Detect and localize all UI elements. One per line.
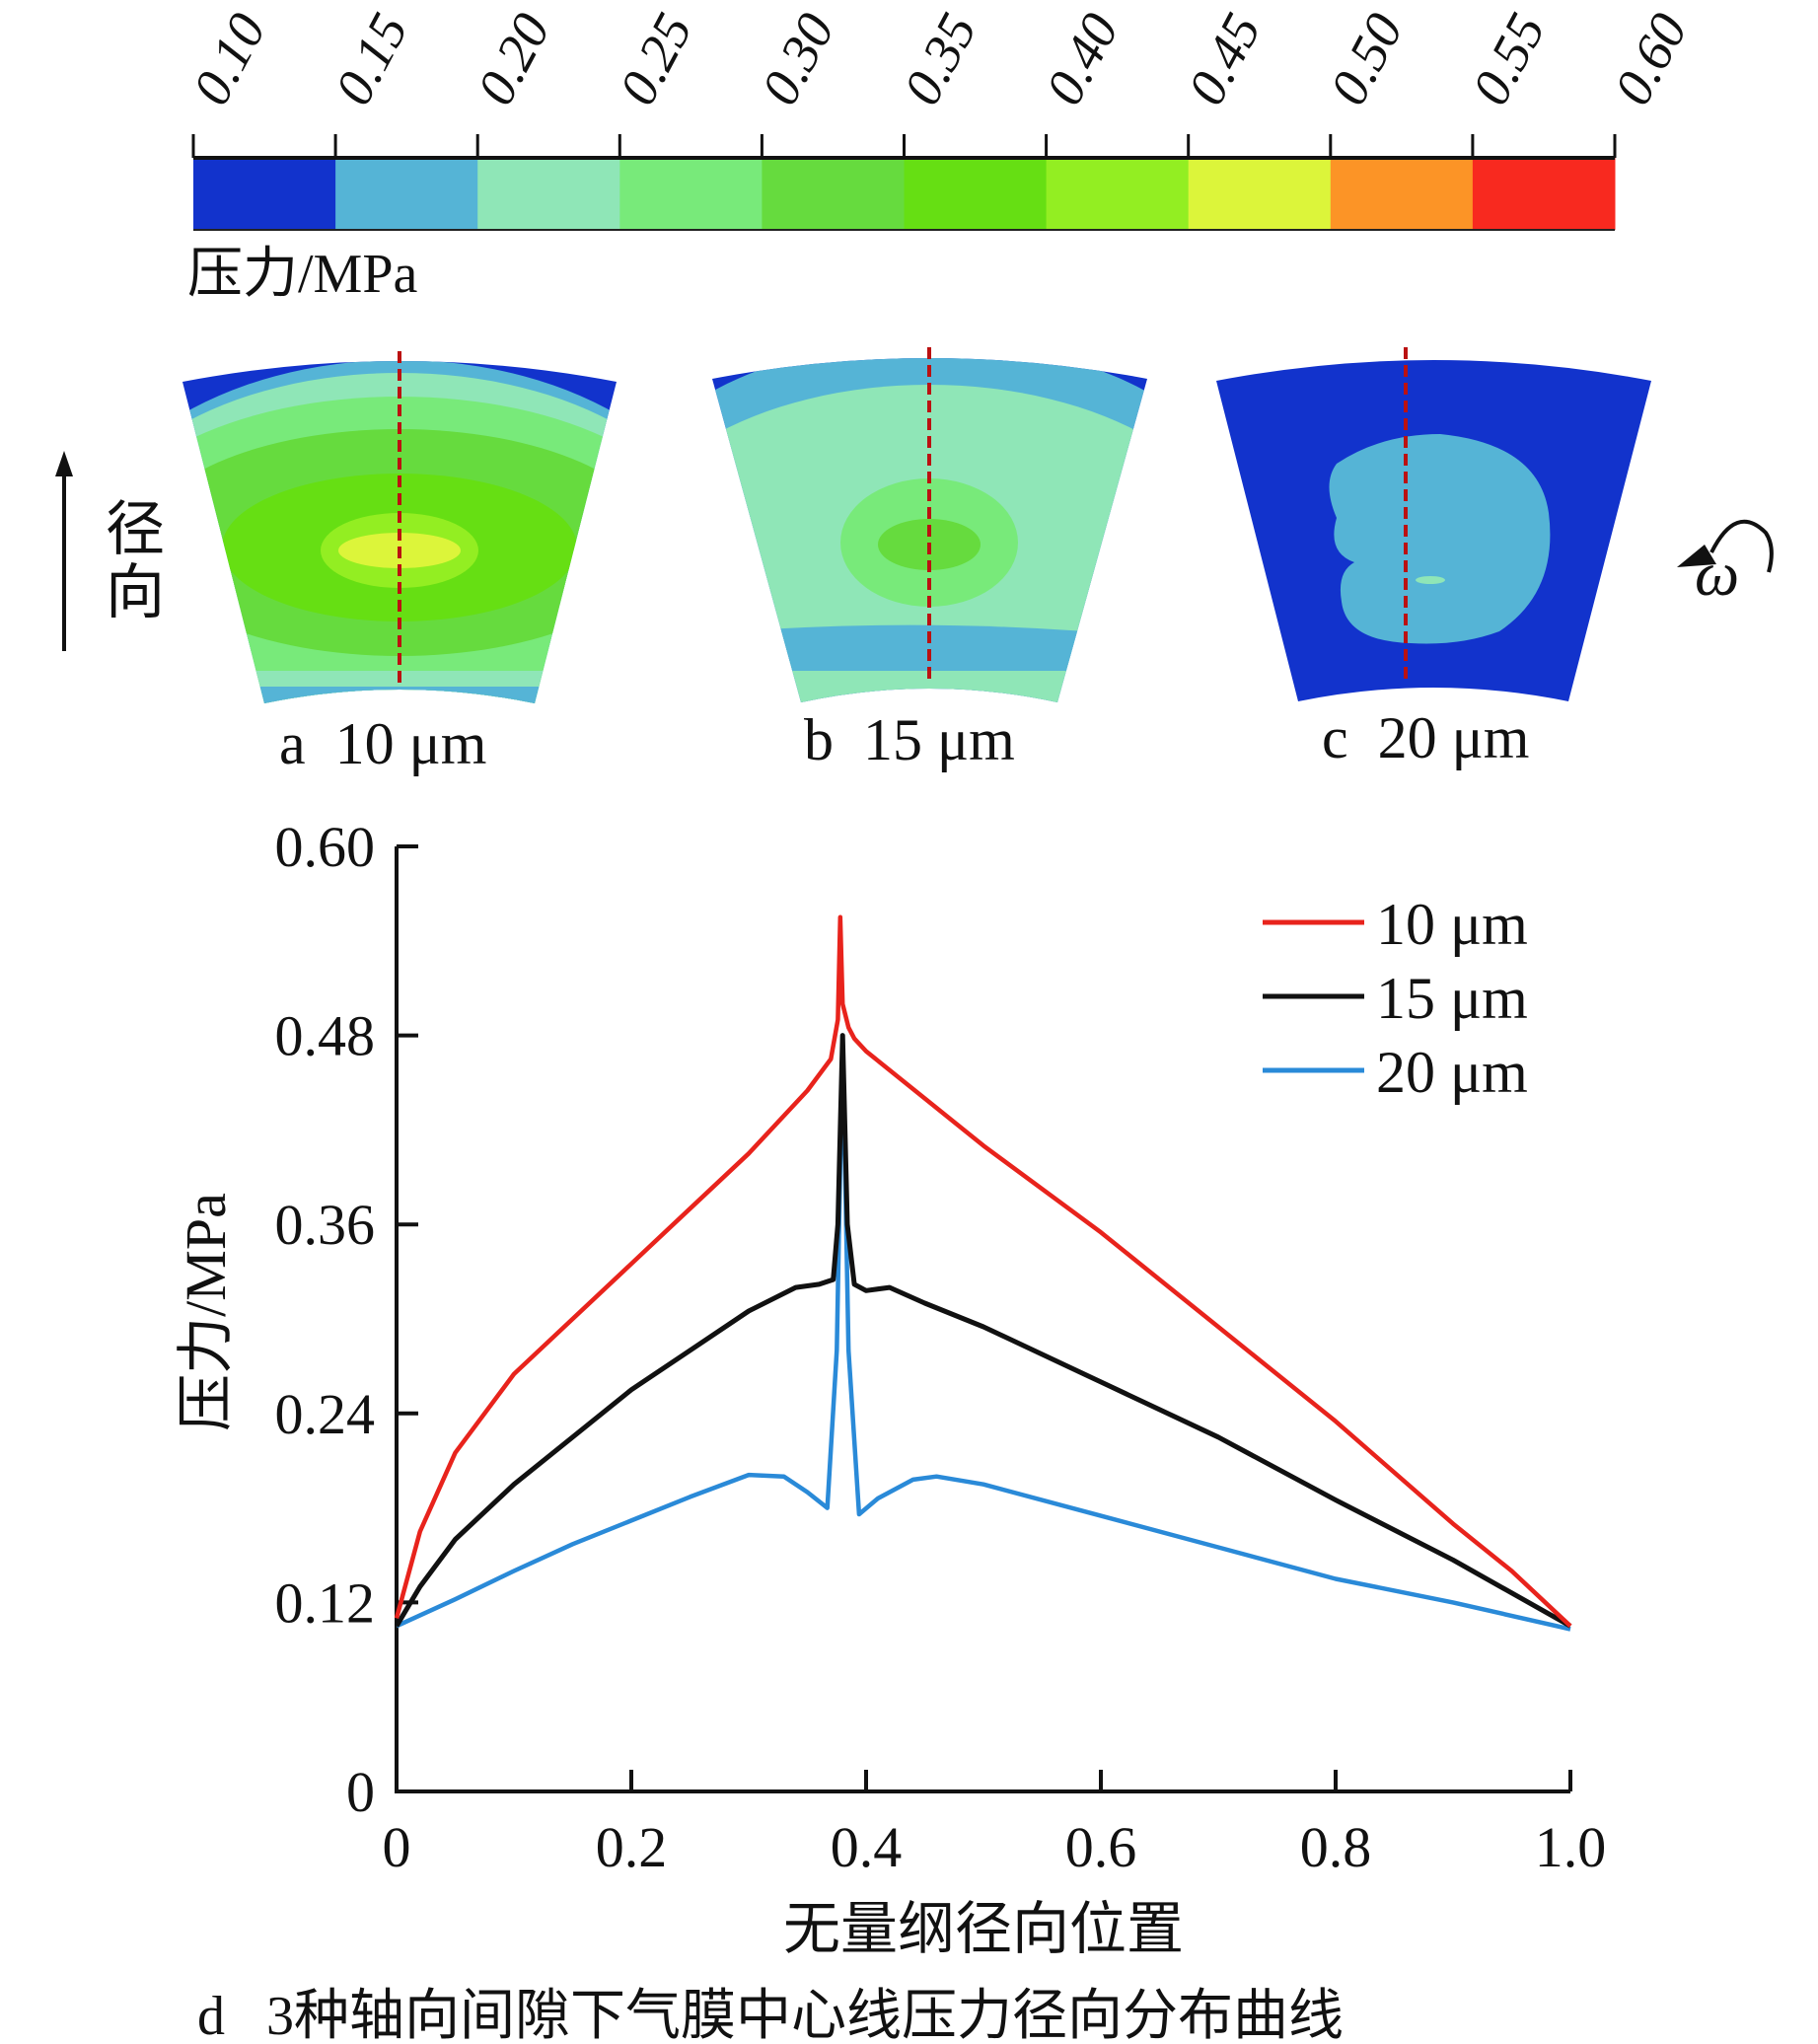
colorbar-swatch [1046,158,1190,230]
y-tick-label: 0.48 [275,1004,376,1068]
y-tick-label: 0.36 [275,1193,376,1257]
contour-panel-c [1216,360,1651,701]
colorbar-swatch [1330,158,1474,230]
panel-caption-b: b 15 μm [804,707,1015,772]
rotation-label: ω [1695,539,1740,609]
colorbar-swatch [477,158,620,230]
x-tick-label: 1.0 [1535,1815,1607,1879]
panel-caption-a: a 10 μm [279,711,487,776]
radial-direction-label: 径向 [106,497,165,625]
x-tick-label: 0.6 [1065,1815,1137,1879]
series-line-15m [394,1033,1572,1629]
x-tick-label: 0.4 [831,1815,903,1879]
y-axis-label: 压力/MPa [174,1193,238,1431]
legend-label: 20 μm [1376,1040,1528,1105]
radial-direction-arrow-icon [55,451,73,651]
colorbar-swatch [1188,158,1332,230]
x-tick-label: 0.2 [596,1815,668,1879]
colorbar-swatch [335,158,478,230]
y-tick-label: 0.24 [275,1382,376,1446]
colorbar-swatch [1472,158,1616,230]
series-line-20m [396,1033,1571,1632]
chart-title: d 3种轴向间隙下气膜中心线压力径向分布曲线 [197,1986,1344,2044]
y-tick-label: 0 [346,1760,375,1824]
colorbar-swatch [193,158,336,230]
y-tick-label: 0.60 [275,815,376,879]
panel-caption-c: c 20 μm [1322,705,1530,770]
colorbar: 0.10 0.15 0.20 0.25 0.30 0.35 0.40 0.45 0.50 0.55… [182,4,1699,231]
x-tick-label: 0.8 [1300,1815,1372,1879]
colorbar-label: 压力/MPa [187,244,418,305]
colorbar-swatch [619,158,763,230]
series-line-10m [394,914,1572,1628]
colorbar-swatch [762,158,905,230]
x-tick-label: 0 [383,1815,411,1879]
colorbar-swatch [904,158,1048,230]
x-axis-label: 无量纲径向位置 [783,1897,1184,1961]
legend-label: 15 μm [1376,966,1528,1031]
y-tick-label: 0.12 [275,1570,376,1635]
rotation-arrow-icon [1677,519,1774,573]
legend-label: 10 μm [1376,892,1528,957]
contour-panels [182,347,1774,703]
